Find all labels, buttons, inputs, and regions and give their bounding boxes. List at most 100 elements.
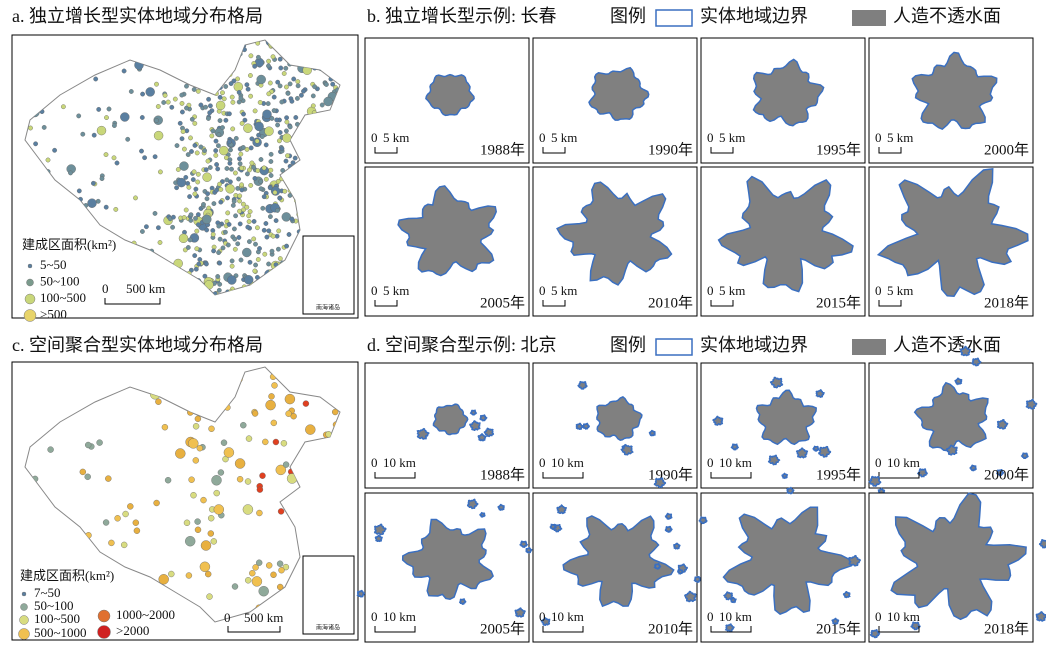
map-dot [294, 252, 299, 258]
map-dot [121, 68, 127, 74]
map-dot [213, 504, 225, 515]
map-dot [91, 180, 96, 186]
map-dot [245, 435, 253, 442]
map-dot [252, 108, 258, 114]
map-dot [222, 40, 228, 45]
map-dot [307, 115, 313, 121]
impervious-area [767, 454, 781, 466]
map-dot [184, 279, 190, 284]
map-dot [220, 90, 225, 96]
map-dot [274, 117, 280, 123]
map-frame [11, 34, 359, 319]
scale-zero: 0 [707, 130, 714, 145]
map-dot [226, 111, 232, 117]
map-dot [286, 591, 293, 598]
map-dot [311, 164, 317, 169]
impervious-area [818, 445, 832, 458]
map-dot [178, 233, 189, 244]
legend-swatch [655, 338, 693, 356]
map-dot [127, 55, 133, 60]
map-dot [177, 62, 183, 67]
map-dot [263, 176, 269, 182]
map-dot [279, 99, 285, 105]
map-dot [321, 374, 328, 381]
map-dot [68, 170, 73, 176]
map-dot [108, 539, 115, 547]
impervious-area [519, 540, 529, 549]
map-dot [312, 84, 317, 90]
map-dot [266, 562, 273, 569]
impervious-area [562, 515, 675, 608]
map-dot [226, 221, 232, 227]
map-dot [223, 117, 229, 123]
legend-symbol [18, 628, 30, 640]
year-label: 2015年 [816, 620, 861, 637]
legend-symbol [23, 309, 37, 322]
map-dot [193, 44, 199, 50]
map-dot [241, 111, 246, 117]
map-dot [36, 192, 42, 198]
map-dot [184, 279, 190, 285]
scale-zero: 0 [875, 455, 882, 470]
map-dot [263, 142, 269, 148]
map-dot [330, 206, 336, 212]
map-dot [311, 198, 316, 204]
map-dot [206, 48, 212, 54]
map-dot [113, 286, 119, 292]
thumbnail: 0 10 km 1995年 [700, 362, 866, 489]
map-dot [92, 268, 98, 274]
map-dot [70, 64, 76, 70]
map-dot [125, 136, 131, 142]
map-dot [239, 182, 245, 188]
impervious-area [848, 554, 861, 567]
map-dot [201, 77, 207, 83]
map-dot [193, 367, 204, 374]
map-dot [265, 101, 271, 107]
map-dot [229, 166, 234, 172]
map-dot [67, 55, 77, 66]
map-dot [298, 210, 304, 215]
map-dot [180, 49, 186, 55]
impervious-area [717, 175, 854, 293]
map-dot [218, 53, 223, 59]
map-dot [87, 66, 93, 72]
map-dot [290, 160, 296, 166]
map-dot [275, 207, 280, 213]
thumbnail: 0 10 km 2018年 [831, 444, 1046, 643]
map-dot [321, 522, 328, 530]
map-dot [285, 153, 290, 159]
impervious-area [752, 58, 825, 127]
map-dot [164, 476, 172, 484]
map-dot [102, 519, 110, 526]
legend-title: 建成区面积(km²) [20, 568, 114, 583]
map-dot [334, 179, 340, 185]
map-dot [132, 519, 140, 526]
map-dot [289, 594, 297, 602]
map-dot [127, 266, 133, 272]
scale-label: 10 km [719, 455, 752, 470]
map-dot [228, 147, 233, 153]
map-dot [288, 180, 293, 186]
map-dot [235, 76, 241, 82]
map-dot [194, 526, 202, 534]
map-dot [182, 40, 193, 46]
impervious-area [479, 414, 488, 422]
map-dot [127, 503, 134, 510]
scale-label: 10 km [887, 455, 920, 470]
map-dot [224, 404, 231, 411]
map-dot [204, 280, 214, 290]
map-dot [276, 560, 284, 567]
map-dot [323, 41, 329, 46]
map-dot [298, 217, 308, 228]
map-dot [289, 185, 295, 191]
impervious-area [525, 546, 533, 554]
map-dot [334, 66, 340, 72]
map-dot [282, 45, 288, 51]
map-dot [191, 87, 197, 92]
map-dot [215, 58, 221, 64]
scale-bar [878, 147, 902, 154]
map-dot [264, 234, 270, 240]
map-dot [54, 67, 60, 73]
map-dot [311, 110, 317, 116]
map-dot [45, 62, 51, 68]
